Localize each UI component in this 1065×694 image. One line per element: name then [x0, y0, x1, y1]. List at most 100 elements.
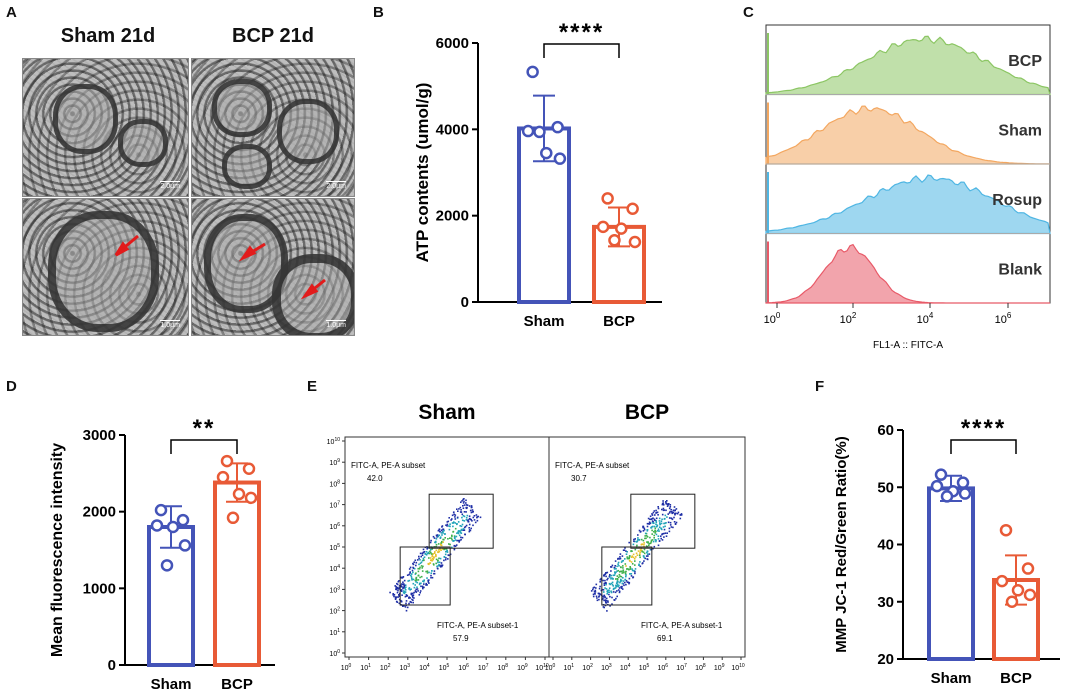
scatter-point: [598, 595, 601, 597]
scatter-point: [405, 600, 408, 602]
scatter-point: [604, 582, 606, 584]
scatter-point: [395, 588, 397, 591]
scatter-point: [461, 500, 463, 502]
scatter-point: [477, 515, 479, 518]
scatter-point: [624, 571, 627, 573]
scatter-point: [409, 571, 411, 573]
scatter-point: [418, 568, 421, 570]
em-image-bcp-top: 2.0μm: [191, 58, 355, 197]
scatter-point: [463, 504, 466, 506]
scatter-point: [642, 551, 645, 553]
scatter-point: [642, 525, 645, 528]
scatter-point: [431, 560, 433, 562]
scatter-point: [617, 557, 620, 560]
scatter-point: [624, 581, 626, 584]
x-tick-label: 105: [439, 663, 450, 672]
scatter-point: [666, 500, 668, 502]
scatter-point: [460, 538, 462, 541]
em-image-bcp-bottom: 1.0μm: [191, 198, 355, 336]
scatter-point: [417, 559, 419, 561]
scatter-point: [622, 565, 624, 567]
scatter-point: [668, 507, 671, 510]
scatter-point: [628, 541, 630, 544]
scatter-point: [621, 585, 623, 588]
scatter-point: [393, 595, 395, 598]
scatter-point: [412, 582, 415, 585]
scatter-point: [392, 593, 394, 595]
scatter-point: [617, 585, 620, 588]
scatter-point: [632, 576, 635, 578]
scatter-point: [459, 530, 462, 532]
scatter-point: [459, 511, 462, 513]
scatter-point: [400, 589, 403, 591]
scatter-point: [661, 518, 663, 521]
scatter-point: [649, 536, 651, 539]
scatter-point: [412, 596, 414, 598]
scatter-point: [415, 581, 417, 583]
scatter-point: [610, 570, 612, 572]
scatter-point: [608, 593, 610, 596]
scatter-point: [435, 549, 438, 552]
scatter-point: [476, 519, 479, 522]
scatter-point: [621, 588, 624, 590]
x-tick-label: 108: [695, 663, 706, 672]
scatter-point: [414, 559, 417, 562]
scatter-point: [626, 556, 628, 558]
data-point: [608, 234, 621, 247]
scatter-point: [594, 589, 597, 592]
y-tick-label: 106: [329, 522, 340, 531]
scatter-point: [609, 595, 611, 598]
scatter-point: [426, 584, 428, 586]
scatter-point: [465, 511, 467, 513]
scatter-point: [430, 572, 433, 574]
scatter-point: [631, 563, 634, 565]
scatter-point: [642, 539, 645, 542]
panel-label-f: F: [815, 378, 825, 395]
scatter-point: [663, 522, 665, 525]
scatter-point: [440, 562, 443, 564]
scatter-point: [457, 531, 459, 534]
scatter-point: [680, 514, 683, 516]
y-tick-label: 102: [329, 607, 340, 616]
scatter-point: [400, 600, 403, 603]
scatter-point: [435, 553, 437, 556]
scatter-point: [615, 568, 617, 570]
scatter-point: [444, 537, 446, 539]
panel-a-title-sham: Sham 21d: [60, 25, 156, 47]
scatter-point: [619, 575, 621, 578]
data-point: [995, 574, 1009, 588]
scatter-point: [658, 540, 661, 542]
scatter-point: [452, 530, 455, 533]
x-tick-label: 1010: [731, 663, 745, 672]
scatter-point: [606, 593, 608, 595]
data-point: [150, 519, 164, 532]
scatter-point: [446, 521, 449, 523]
scatter-point: [643, 555, 645, 557]
scatter-point: [470, 527, 472, 530]
scatter-point: [433, 556, 435, 558]
scatter-point: [592, 587, 595, 589]
scatter-point: [662, 504, 665, 506]
scatter-point: [669, 505, 672, 508]
scatter-point: [637, 538, 639, 541]
scatter-point: [605, 597, 608, 600]
chart-atp-contents: 0 2000 4000 6000 ATP contents (umol/g) Sham BC…: [413, 19, 662, 330]
scatter-point: [421, 559, 424, 562]
scatter-point: [420, 561, 423, 564]
scatter-point: [671, 512, 673, 515]
scatter-point: [408, 587, 411, 589]
scatter-point: [425, 551, 428, 553]
scatter-point: [412, 599, 414, 601]
scatter-point: [629, 567, 632, 569]
scatter-point: [415, 591, 418, 593]
scatter-point: [438, 564, 440, 566]
scatter-point: [435, 544, 438, 546]
scatter-point: [656, 530, 659, 532]
scatter-point: [425, 570, 427, 573]
scatter-point: [456, 508, 458, 510]
scatter-point: [640, 530, 642, 533]
data-point: [956, 476, 970, 489]
scatter-point: [617, 576, 620, 579]
scatter-point: [605, 582, 607, 584]
scale-bar: 1.0μm: [160, 320, 180, 329]
